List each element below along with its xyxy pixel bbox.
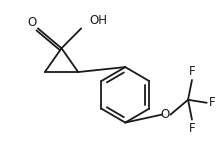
Text: O: O	[161, 108, 170, 121]
Text: F: F	[189, 122, 195, 135]
Text: F: F	[189, 65, 195, 78]
Text: F: F	[209, 96, 215, 109]
Text: O: O	[28, 16, 37, 29]
Text: OH: OH	[89, 14, 107, 27]
